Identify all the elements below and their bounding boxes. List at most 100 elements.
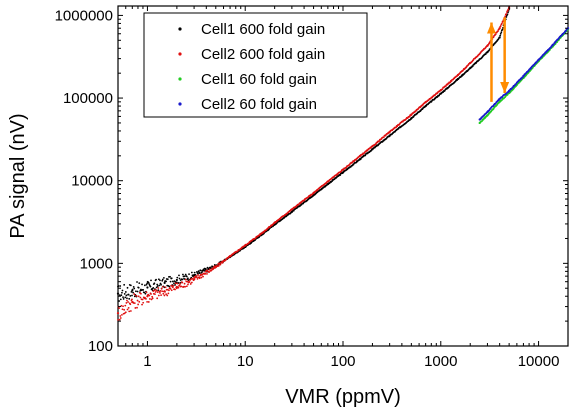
data-point bbox=[193, 271, 196, 274]
axis-ticks: 1 10 100 1000 10000 100 1000 10000 100000 1000000 bbox=[55, 6, 569, 370]
data-point bbox=[155, 286, 158, 289]
data-point bbox=[131, 298, 133, 301]
data-point bbox=[151, 297, 154, 300]
data-point bbox=[119, 298, 122, 301]
data-point bbox=[184, 278, 187, 281]
data-point bbox=[181, 281, 184, 284]
data-point bbox=[131, 294, 133, 297]
data-point bbox=[190, 281, 193, 284]
data-point bbox=[122, 298, 125, 300]
legend-label: Cell1 600 fold gain bbox=[201, 21, 325, 38]
data-point bbox=[167, 292, 170, 295]
data-point bbox=[439, 92, 442, 95]
data-point bbox=[134, 307, 137, 309]
y-axis-title: PA signal (nV) bbox=[7, 113, 29, 238]
data-point bbox=[157, 287, 160, 289]
data-point bbox=[176, 276, 179, 279]
data-point bbox=[138, 300, 141, 303]
data-point bbox=[117, 318, 119, 321]
data-point bbox=[153, 289, 156, 292]
data-point bbox=[118, 300, 121, 302]
data-point bbox=[486, 110, 489, 114]
legend-marker bbox=[178, 77, 182, 81]
data-point bbox=[133, 287, 136, 290]
data-point bbox=[129, 303, 132, 306]
legend: Cell1 600 fold gain Cell2 600 fold gain Ce… bbox=[143, 12, 368, 118]
data-point bbox=[144, 292, 147, 295]
data-point bbox=[312, 191, 315, 195]
data-point bbox=[150, 279, 152, 282]
data-point bbox=[214, 266, 217, 269]
data-point bbox=[156, 283, 159, 286]
data-point bbox=[179, 283, 182, 285]
data-point bbox=[371, 145, 374, 148]
data-point bbox=[500, 22, 503, 25]
data-point bbox=[174, 288, 176, 291]
data-point bbox=[125, 302, 128, 304]
data-point bbox=[161, 285, 164, 288]
data-point bbox=[125, 294, 128, 297]
data-point bbox=[175, 278, 178, 282]
data-point bbox=[150, 298, 153, 301]
data-point bbox=[160, 294, 162, 297]
data-point bbox=[378, 140, 381, 142]
data-point bbox=[169, 280, 172, 283]
data-point bbox=[133, 293, 136, 295]
arrow-head-2 bbox=[500, 82, 510, 94]
data-point bbox=[159, 290, 162, 292]
data-point bbox=[290, 208, 293, 211]
data-point bbox=[157, 294, 160, 297]
data-point bbox=[498, 36, 501, 39]
legend-item: Cell1 60 fold gain bbox=[178, 71, 317, 88]
data-point bbox=[121, 291, 123, 294]
data-point bbox=[121, 289, 124, 292]
data-point bbox=[537, 58, 540, 61]
data-point bbox=[116, 292, 120, 295]
data-point bbox=[182, 273, 184, 276]
data-point bbox=[212, 268, 215, 271]
data-point bbox=[119, 317, 122, 319]
data-point bbox=[146, 301, 149, 303]
data-point bbox=[126, 299, 128, 302]
data-point bbox=[124, 296, 127, 299]
data-point bbox=[137, 286, 140, 289]
data-point bbox=[127, 293, 130, 296]
series-4 bbox=[478, 27, 570, 121]
data-point bbox=[171, 280, 174, 283]
data-point bbox=[127, 306, 130, 309]
data-point bbox=[199, 269, 202, 272]
data-point bbox=[158, 284, 161, 287]
series-2 bbox=[116, 6, 511, 321]
data-point bbox=[137, 295, 140, 298]
data-point bbox=[163, 290, 166, 293]
data-point bbox=[163, 281, 166, 285]
data-point bbox=[122, 296, 124, 299]
data-point bbox=[486, 50, 489, 54]
legend-marker bbox=[178, 27, 182, 31]
data-point bbox=[198, 277, 201, 280]
data-point bbox=[196, 276, 198, 279]
data-point bbox=[136, 281, 138, 283]
data-point bbox=[157, 278, 160, 281]
data-point bbox=[124, 311, 127, 314]
data-point bbox=[244, 244, 247, 247]
data-point bbox=[126, 286, 129, 289]
data-point bbox=[156, 291, 159, 294]
data-point bbox=[128, 297, 131, 300]
data-point bbox=[341, 168, 345, 171]
legend-box bbox=[143, 12, 368, 118]
data-point bbox=[140, 292, 142, 295]
data-point bbox=[359, 154, 362, 157]
data-point bbox=[162, 292, 165, 295]
x-tick-label: 10 bbox=[237, 353, 254, 370]
y-tick-label: 1000 bbox=[80, 255, 113, 272]
y-tick-label: 100000 bbox=[63, 90, 113, 107]
data-point bbox=[154, 293, 156, 296]
data-point bbox=[185, 275, 188, 278]
data-point bbox=[522, 74, 525, 78]
data-point bbox=[143, 291, 146, 294]
arrow-head-1 bbox=[486, 22, 496, 34]
data-point bbox=[161, 290, 164, 293]
data-point bbox=[157, 289, 160, 291]
